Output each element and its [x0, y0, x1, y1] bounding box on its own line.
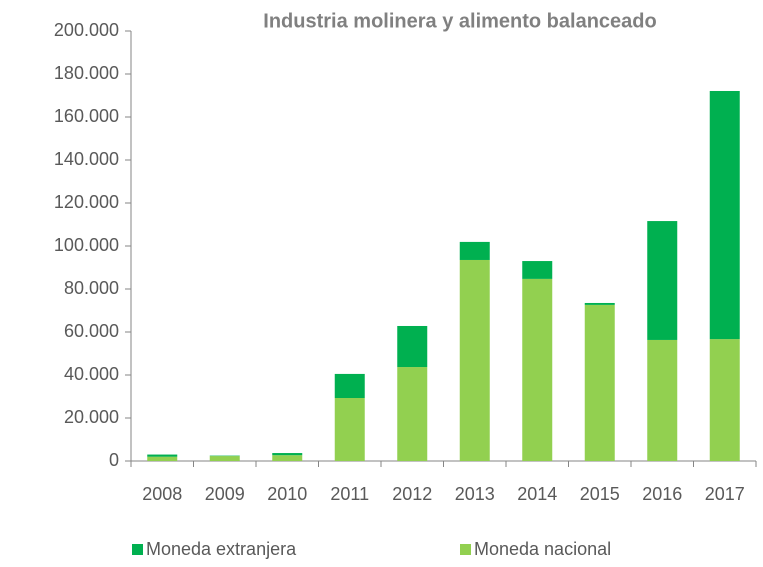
x-tick-label: 2012	[392, 484, 432, 504]
legend-swatch	[460, 544, 471, 555]
bar-segment	[584, 302, 615, 305]
bar-segment	[397, 367, 428, 461]
bar-segment	[272, 453, 303, 456]
y-tick-label: 40.000	[64, 364, 119, 384]
bar-segment	[209, 456, 240, 461]
y-tick-label: 60.000	[64, 321, 119, 341]
x-tick-label: 2009	[205, 484, 245, 504]
x-tick-label: 2015	[580, 484, 620, 504]
chart-title: Industria molinera y alimento balanceado	[263, 10, 656, 32]
x-tick-label: 2017	[705, 484, 745, 504]
bar-segment	[147, 456, 178, 461]
bar-segment	[334, 373, 365, 399]
bar-segment	[584, 304, 615, 461]
legend-swatch	[132, 544, 143, 555]
bar-segment	[709, 90, 740, 340]
y-tick-label: 180.000	[54, 63, 119, 83]
x-tick-label: 2011	[330, 484, 369, 504]
bar-segment	[334, 398, 365, 461]
y-tick-label: 200.000	[54, 20, 119, 40]
y-tick-label: 0	[109, 450, 119, 470]
y-tick-label: 120.000	[54, 192, 119, 212]
x-tick-label: 2016	[642, 484, 682, 504]
y-tick-label: 80.000	[64, 278, 119, 298]
legend-label: Moneda extranjera	[146, 539, 297, 559]
y-tick-label: 160.000	[54, 106, 119, 126]
bar-segment	[459, 241, 490, 260]
bar-segment	[522, 278, 553, 461]
bar-segment	[647, 339, 678, 461]
bar-segment	[647, 221, 678, 340]
legend-label: Moneda nacional	[474, 539, 611, 559]
y-tick-label: 100.000	[54, 235, 119, 255]
x-tick-label: 2008	[142, 484, 182, 504]
bar-segment	[272, 455, 303, 461]
bar-segment	[147, 454, 178, 457]
x-tick-label: 2014	[517, 484, 557, 504]
y-tick-label: 140.000	[54, 149, 119, 169]
bar-segment	[709, 339, 740, 461]
bar-segment	[459, 259, 490, 461]
x-tick-label: 2010	[267, 484, 307, 504]
bar-segment	[397, 325, 428, 368]
y-tick-label: 20.000	[64, 407, 119, 427]
bar-segment	[522, 261, 553, 279]
x-tick-label: 2013	[455, 484, 495, 504]
